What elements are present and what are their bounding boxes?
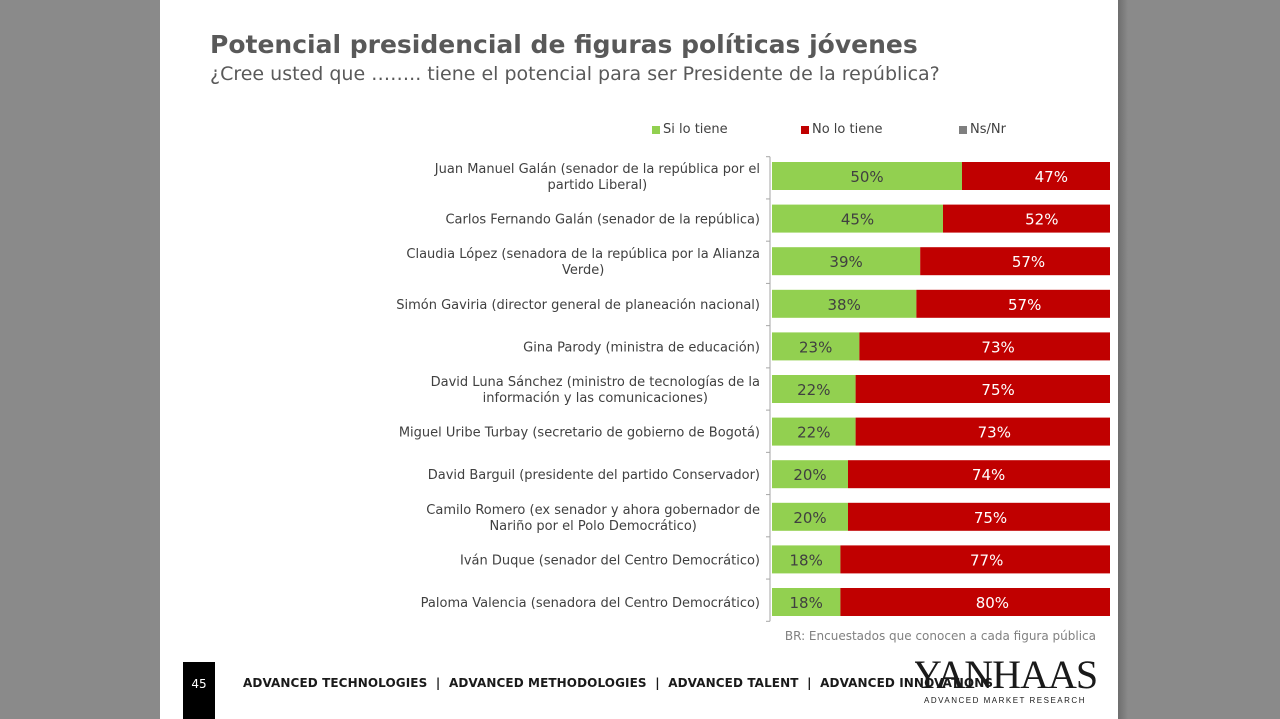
data-label-si: 45% bbox=[841, 211, 874, 229]
data-label-no: 74% bbox=[972, 466, 1005, 484]
legend-swatch-no bbox=[801, 125, 809, 134]
page-number: 45 bbox=[183, 662, 215, 719]
category-label: Verde) bbox=[562, 263, 604, 278]
bar-no bbox=[848, 460, 1110, 489]
data-label-si: 18% bbox=[790, 551, 823, 569]
data-label-si: 20% bbox=[793, 509, 826, 527]
data-label-no: 77% bbox=[970, 551, 1003, 569]
legend-item-si: Si lo tiene bbox=[652, 122, 728, 137]
data-label-si: 23% bbox=[799, 338, 832, 356]
bar-si bbox=[772, 162, 962, 190]
bar-si bbox=[772, 588, 841, 616]
data-label-no: 80% bbox=[976, 594, 1009, 612]
footer-tagline: ADVANCED TECHNOLOGIES | ADVANCED METHODO… bbox=[243, 676, 994, 690]
data-label-si: 20% bbox=[793, 466, 826, 484]
bar-no bbox=[943, 204, 1110, 233]
stacked-bar-chart: Juan Manuel Galán (senador de la repúbli… bbox=[396, 156, 1110, 622]
slide-shadow bbox=[1118, 0, 1128, 719]
bar-si bbox=[772, 545, 841, 574]
bar-si bbox=[772, 417, 856, 446]
slide-title: Potencial presidencial de figuras políti… bbox=[210, 30, 918, 59]
bar-si bbox=[772, 332, 860, 361]
category-label: Claudia López (senadora de la república … bbox=[406, 247, 760, 262]
bar-no bbox=[840, 545, 1110, 574]
legend-label-no: No lo tiene bbox=[812, 122, 883, 137]
legend-swatch-si bbox=[652, 125, 660, 134]
bar-no bbox=[840, 588, 1110, 616]
data-label-si: 18% bbox=[790, 594, 823, 612]
data-label-no: 52% bbox=[1025, 211, 1058, 229]
data-label-si: 39% bbox=[829, 253, 862, 271]
bar-si bbox=[772, 460, 848, 489]
bar-no bbox=[855, 375, 1110, 403]
data-label-no: 75% bbox=[981, 381, 1014, 399]
bar-si bbox=[772, 375, 856, 403]
bar-no bbox=[920, 247, 1110, 276]
bar-si bbox=[772, 247, 921, 276]
data-label-no: 73% bbox=[978, 424, 1011, 442]
category-label: Simón Gaviria (director general de plane… bbox=[396, 298, 760, 313]
data-label-no: 57% bbox=[1008, 296, 1041, 314]
yanhaas-logo: YANHAAS ADVANCED MARKET RESEARCH bbox=[915, 652, 1098, 705]
category-label: partido Liberal) bbox=[548, 178, 648, 193]
data-label-si: 50% bbox=[850, 168, 883, 186]
category-label: Miguel Uribe Turbay (secretario de gobie… bbox=[399, 426, 760, 441]
bar-no bbox=[962, 162, 1110, 190]
category-label: David Barguil (presidente del partido Co… bbox=[428, 468, 760, 483]
legend-item-nsnr: Ns/Nr bbox=[959, 122, 1006, 137]
data-label-no: 73% bbox=[981, 338, 1014, 356]
category-label: Iván Duque (senador del Centro Democráti… bbox=[460, 553, 760, 568]
logo-text: YANHAAS bbox=[915, 652, 1097, 697]
data-label-no: 47% bbox=[1035, 168, 1068, 186]
legend-item-no: No lo tiene bbox=[801, 122, 882, 137]
slide-subtitle: ¿Cree usted que …….. tiene el potencial … bbox=[210, 63, 940, 85]
category-label: Gina Parody (ministra de educación) bbox=[523, 340, 760, 355]
slide: Potencial presidencial de figuras políti… bbox=[160, 0, 1118, 719]
bar-no bbox=[916, 289, 1110, 318]
legend-swatch-nsnr bbox=[959, 125, 967, 134]
data-label-no: 57% bbox=[1012, 253, 1045, 271]
legend-label-nsnr: Ns/Nr bbox=[970, 122, 1006, 137]
category-label: Paloma Valencia (senadora del Centro Dem… bbox=[421, 596, 760, 611]
data-label-no: 75% bbox=[974, 509, 1007, 527]
category-label: Camilo Romero (ex senador y ahora gobern… bbox=[426, 503, 760, 518]
category-label: Nariño por el Polo Democrático) bbox=[489, 519, 696, 534]
category-label: David Luna Sánchez (ministro de tecnolog… bbox=[431, 375, 760, 390]
bar-no bbox=[859, 332, 1110, 361]
bar-si bbox=[772, 289, 917, 318]
category-label: Carlos Fernando Galán (senador de la rep… bbox=[445, 213, 760, 228]
data-label-si: 38% bbox=[828, 296, 861, 314]
data-label-si: 22% bbox=[797, 381, 830, 399]
category-label: información y las comunicaciones) bbox=[483, 391, 708, 406]
bar-si bbox=[772, 502, 848, 531]
footnote: BR: Encuestados que conocen a cada figur… bbox=[784, 629, 1096, 643]
bar-si bbox=[772, 204, 943, 233]
logo-subtext: ADVANCED MARKET RESEARCH bbox=[924, 696, 1086, 705]
bar-no bbox=[855, 417, 1110, 446]
data-label-si: 22% bbox=[797, 424, 830, 442]
bar-no bbox=[848, 502, 1110, 531]
category-label: Juan Manuel Galán (senador de la repúbli… bbox=[434, 162, 760, 177]
legend-label-si: Si lo tiene bbox=[663, 122, 728, 137]
